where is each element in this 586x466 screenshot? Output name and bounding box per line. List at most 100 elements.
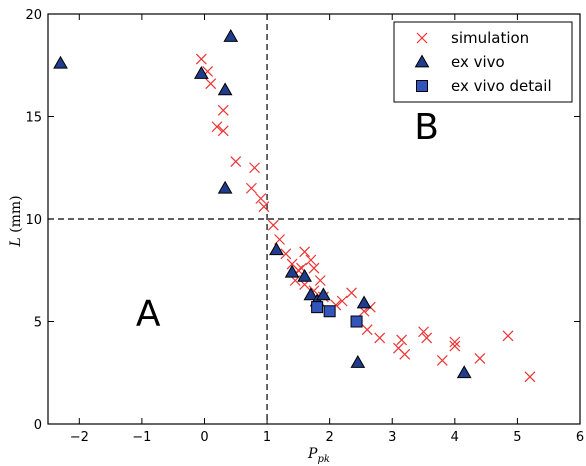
- x-tick-label: 6: [576, 430, 584, 445]
- x-stroke: [502, 330, 514, 342]
- ex-vivo-detail-point: [350, 315, 363, 328]
- x-stroke: [308, 262, 320, 274]
- simulation-point: [314, 275, 326, 286]
- x-tick-label: −1: [132, 430, 151, 445]
- data-marks: [53, 29, 536, 383]
- x-axis-label: Ppk: [307, 446, 330, 465]
- legend-label: simulation: [451, 29, 529, 47]
- x-stroke: [524, 371, 536, 383]
- legend-label: ex vivo: [451, 53, 505, 71]
- y-tick-label: 5: [34, 316, 42, 331]
- simulation-point: [255, 193, 267, 204]
- x-stroke: [436, 355, 448, 366]
- simulation-point: [396, 334, 408, 346]
- x-stroke: [286, 258, 298, 270]
- region-label-a: A: [136, 294, 161, 335]
- annotations: AB: [136, 107, 439, 335]
- ex-vivo-point: [316, 287, 331, 301]
- x-stroke: [305, 254, 317, 266]
- simulation-point: [211, 121, 223, 133]
- y-tick-label: 15: [25, 111, 42, 126]
- x-stroke: [396, 334, 408, 346]
- simulation-point: [436, 355, 448, 366]
- simulation-point: [346, 287, 357, 299]
- x-stroke: [421, 332, 433, 344]
- simulation-point: [308, 262, 320, 274]
- simulation-point: [280, 248, 292, 260]
- y-axis-label: L (mm): [8, 195, 24, 247]
- x-stroke: [336, 295, 348, 307]
- simulation-point: [245, 182, 257, 194]
- x-stroke: [418, 326, 429, 338]
- simulation-point: [449, 336, 461, 348]
- legend-marker-square: [416, 80, 428, 92]
- x-tick-label: 3: [388, 430, 396, 445]
- ex-vivo-point: [284, 264, 300, 278]
- simulation-point: [502, 330, 514, 342]
- simulation-point: [205, 78, 217, 90]
- y-tick-label: 20: [25, 8, 42, 23]
- legend-marker-x: [416, 32, 428, 44]
- simulation-point: [336, 295, 348, 307]
- simulation-point: [249, 162, 260, 174]
- simulation-point: [267, 219, 279, 231]
- legend-label: ex vivo detail: [451, 77, 552, 95]
- x-tick-label: 4: [451, 430, 459, 445]
- reference-lines: [48, 14, 580, 424]
- x-stroke: [211, 121, 223, 133]
- simulation-point: [299, 246, 311, 258]
- ex-vivo-detail-point: [311, 301, 324, 314]
- x-stroke: [346, 287, 357, 299]
- x-stroke: [474, 352, 486, 364]
- ex-vivo-point: [53, 55, 68, 69]
- x-stroke: [399, 348, 411, 360]
- legend: simulation ex vivo ex vivo detail: [393, 21, 573, 103]
- x-tick-label: 2: [326, 430, 334, 445]
- y-tick-label: 0: [34, 418, 42, 433]
- x-stroke: [217, 125, 229, 137]
- region-label-b: B: [414, 107, 439, 148]
- simulation-point: [418, 326, 429, 338]
- x-tick-label: 0: [200, 430, 208, 445]
- x-stroke: [249, 162, 260, 174]
- simulation-point: [217, 104, 229, 116]
- x-stroke: [374, 332, 386, 344]
- ex-vivo-point: [356, 295, 372, 309]
- simulation-point: [195, 53, 207, 65]
- x-stroke: [258, 201, 270, 213]
- ex-vivo-detail-point: [323, 305, 336, 318]
- x-stroke: [449, 340, 461, 352]
- y-tick-label: 10: [25, 213, 42, 228]
- ex-vivo-point: [217, 82, 233, 96]
- ex-vivo-point: [217, 180, 233, 194]
- x-stroke: [361, 324, 373, 336]
- ex-vivo-point: [303, 287, 319, 301]
- ex-vivo-point: [269, 242, 284, 256]
- simulation-point: [305, 254, 317, 266]
- x-stroke: [296, 262, 307, 274]
- x-stroke: [230, 156, 242, 168]
- x-tick-label: 1: [263, 430, 271, 445]
- simulation-point: [230, 156, 242, 168]
- simulation-point: [421, 332, 433, 344]
- x-stroke: [299, 246, 311, 258]
- simulation-point: [374, 332, 386, 344]
- ex-vivo-point: [350, 354, 366, 368]
- x-stroke: [449, 336, 461, 348]
- simulation-point: [361, 324, 373, 336]
- x-stroke: [195, 53, 207, 65]
- x-stroke: [245, 182, 257, 194]
- x-stroke: [314, 275, 326, 286]
- x-stroke: [280, 248, 292, 260]
- x-stroke: [255, 193, 267, 204]
- legend-marker-triangle: [414, 54, 430, 68]
- axes: −2 −1 0 1 2 3 4 5 6 0 5 10 15 20: [25, 8, 584, 445]
- simulation-point: [217, 125, 229, 137]
- simulation-point: [258, 201, 270, 213]
- ex-vivo-point: [456, 365, 472, 379]
- x-stroke: [267, 219, 279, 231]
- ex-vivo-point: [297, 268, 312, 282]
- x-stroke: [416, 32, 428, 44]
- ex-vivo-point: [223, 29, 239, 42]
- simulation-point: [474, 352, 486, 364]
